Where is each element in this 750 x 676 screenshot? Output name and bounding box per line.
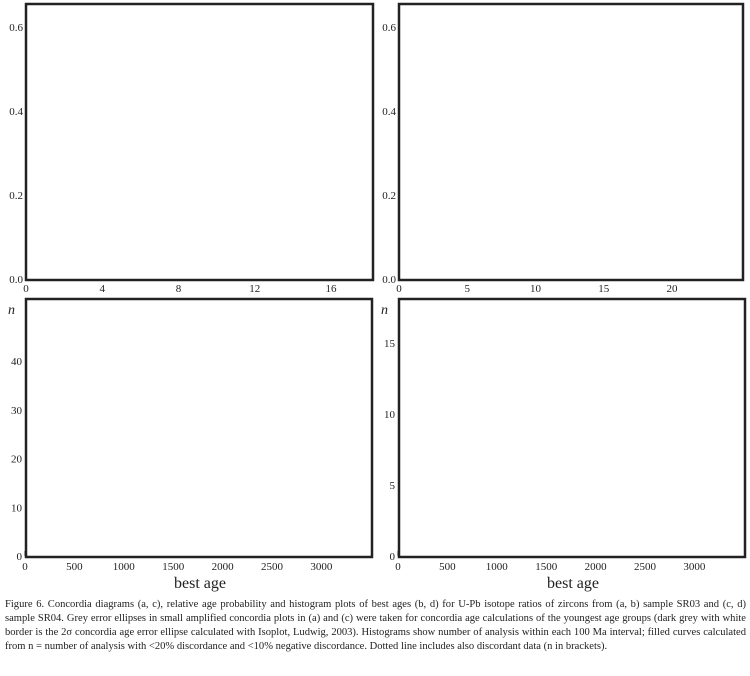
y-axis-title: n xyxy=(8,303,15,318)
x-tick-label: 8 xyxy=(176,283,182,295)
x-tick-label: 5 xyxy=(465,283,471,295)
y-tick-label: 10 xyxy=(11,502,23,514)
x-tick-label: 3000 xyxy=(310,561,333,573)
concordia-frame xyxy=(24,2,375,282)
figure-6: 04812160.00.20.40.6a)SR03100014001800220… xyxy=(8,0,747,592)
x-tick-label: 3000 xyxy=(683,561,706,573)
x-axis-title: best age xyxy=(174,575,226,592)
histogram-frame xyxy=(397,297,747,559)
caption-text: Concordia diagrams (a, c), relative age … xyxy=(5,599,746,652)
x-tick-label: 500 xyxy=(439,561,456,573)
x-axis-title: best age xyxy=(547,575,599,592)
x-tick-label: 2500 xyxy=(634,561,657,573)
x-tick-label: 4 xyxy=(99,283,105,295)
y-tick-label: 0.2 xyxy=(382,190,396,202)
y-tick-label: 0.4 xyxy=(382,106,396,118)
y-tick-label: 0.4 xyxy=(9,106,23,118)
y-axis-title: n xyxy=(381,303,388,318)
caption-label: Figure 6. xyxy=(5,599,45,610)
y-tick-label: 0 xyxy=(390,551,396,563)
histogram-frame xyxy=(24,297,374,559)
x-tick-label: 500 xyxy=(66,561,83,573)
y-tick-label: 15 xyxy=(384,338,396,350)
x-tick-label: 2500 xyxy=(261,561,284,573)
y-tick-label: 0.6 xyxy=(9,22,23,34)
y-tick-label: 40 xyxy=(11,356,23,368)
x-tick-label: 20 xyxy=(667,283,679,295)
x-tick-label: 10 xyxy=(530,283,542,295)
x-tick-label: 0 xyxy=(23,283,29,295)
x-tick-label: 15 xyxy=(598,283,610,295)
age-marker xyxy=(382,96,385,99)
x-tick-label: 1000 xyxy=(486,561,509,573)
y-tick-label: 0 xyxy=(17,551,23,563)
y-tick-label: 10 xyxy=(384,409,396,421)
x-tick-label: 0 xyxy=(22,561,28,573)
x-tick-label: 2000 xyxy=(585,561,608,573)
x-tick-label: 1000 xyxy=(113,561,136,573)
x-tick-label: 2000 xyxy=(212,561,235,573)
x-tick-label: 0 xyxy=(396,283,402,295)
y-tick-label: 0.0 xyxy=(382,274,396,286)
age-marker xyxy=(563,0,566,3)
y-tick-label: 0.2 xyxy=(9,190,23,202)
y-tick-label: 0.0 xyxy=(9,274,23,286)
y-tick-label: 0.6 xyxy=(382,22,396,34)
x-tick-label: 1500 xyxy=(535,561,558,573)
x-tick-label: 1500 xyxy=(162,561,185,573)
y-tick-label: 5 xyxy=(390,480,396,492)
concordia-frame xyxy=(397,2,745,282)
figure-caption: Figure 6. Concordia diagrams (a, c), rel… xyxy=(5,598,746,654)
x-tick-label: 0 xyxy=(395,561,401,573)
x-tick-label: 16 xyxy=(325,283,337,295)
y-tick-label: 30 xyxy=(11,405,23,417)
x-tick-label: 12 xyxy=(249,283,260,295)
y-tick-label: 20 xyxy=(11,454,23,466)
